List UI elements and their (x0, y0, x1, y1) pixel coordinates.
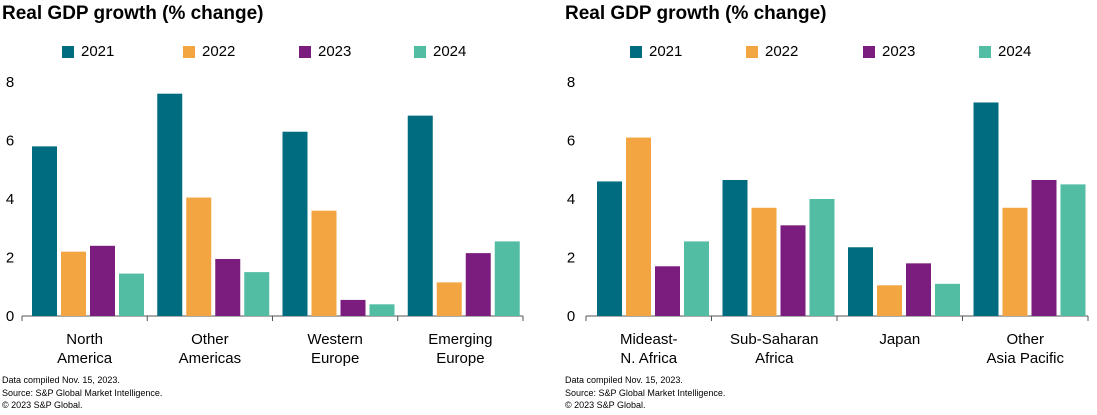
x-category-label: Africa (755, 350, 794, 367)
legend-label: 2021 (649, 43, 683, 60)
legend-item-2021: 2021 (630, 43, 682, 60)
bar-2023 (340, 299, 366, 316)
bar-2024 (244, 272, 270, 316)
legend-item-2023: 2023 (863, 43, 915, 60)
bar-2021 (32, 146, 57, 316)
x-category-label: Japan (879, 331, 920, 348)
legend-swatch (62, 45, 74, 58)
y-tick-label: 2 (567, 250, 575, 267)
bar-2021 (848, 247, 873, 316)
bar-2024 (809, 199, 835, 316)
y-tick-label: 8 (6, 74, 14, 91)
chart-title: Real GDP growth (% change) (2, 3, 264, 24)
legend-label: 2024 (433, 43, 467, 60)
bar-2023 (906, 263, 931, 316)
bar-2023 (780, 225, 806, 316)
legend-label: 2023 (882, 43, 916, 60)
x-category-label: N. Africa (620, 350, 677, 367)
bar-2024 (119, 273, 144, 316)
bar-2022 (436, 282, 462, 316)
bar-2023 (1031, 179, 1057, 316)
bar-2021 (722, 179, 748, 316)
legend-item-2022: 2022 (746, 43, 798, 60)
note-data-compiled: Data compiled Nov. 15, 2023. (565, 375, 683, 385)
chart-panel-left: Real GDP growth (% change) 2021 2022 202… (0, 0, 548, 415)
bar-2022 (877, 285, 902, 316)
x-category-label: Mideast- (620, 331, 678, 348)
bar-2024 (1060, 184, 1086, 316)
bar-2022 (626, 137, 651, 316)
legend-swatch (183, 45, 195, 58)
bar-2021 (282, 131, 308, 316)
chart-title: Real GDP growth (% change) (565, 3, 827, 24)
legend-swatch (414, 45, 426, 58)
note-data-compiled: Data compiled Nov. 15, 2023. (2, 375, 120, 385)
x-category-label: Europe (311, 350, 359, 367)
note-copyright: © 2023 S&P Global. (565, 400, 646, 410)
y-tick-label: 6 (6, 133, 14, 150)
legend-label: 2022 (202, 43, 236, 60)
legend-swatch (746, 45, 758, 58)
note-source: Source: S&P Global Market Intelligence. (565, 387, 726, 398)
legend-swatch (863, 45, 875, 58)
note-source: Source: S&P Global Market Intelligence. (2, 387, 163, 398)
x-category-label: America (57, 350, 113, 367)
bar-chart-plot: 0 2 4 6 8 North America Other Americas Western Eur… (6, 74, 524, 367)
chart-legend: 2021 2022 2023 2024 (62, 43, 482, 61)
legend-label: 2023 (318, 43, 352, 60)
x-category-label: Emerging (428, 331, 492, 348)
bar-2021 (407, 115, 433, 316)
legend-item-2021: 2021 (62, 43, 114, 60)
legend-label: 2022 (765, 43, 799, 60)
bar-2022 (311, 210, 337, 316)
y-tick-label: 4 (567, 191, 575, 208)
chart-legend: 2021 2022 2023 2024 (630, 43, 1050, 61)
bar-2024 (369, 304, 395, 316)
legend-swatch (299, 45, 311, 58)
x-category-label: Sub-Saharan (730, 331, 818, 348)
bar-2022 (1002, 207, 1028, 316)
x-category-label: Other (191, 331, 229, 348)
bar-2022 (61, 251, 86, 316)
legend-swatch (979, 45, 991, 58)
chart-notes: Data compiled Nov. 15, 2023. Source: S&P… (2, 374, 162, 412)
bar-2024 (494, 241, 520, 316)
y-tick-label: 4 (6, 191, 14, 208)
bar-2021 (597, 181, 622, 316)
legend-swatch (630, 45, 642, 58)
bar-2022 (186, 197, 212, 316)
bar-2023 (465, 253, 491, 316)
legend-item-2023: 2023 (299, 43, 351, 60)
x-category-label: Asia Pacific (986, 350, 1064, 367)
legend-label: 2021 (81, 43, 115, 60)
bar-2023 (655, 266, 680, 316)
x-category-label: Europe (436, 350, 484, 367)
legend-item-2024: 2024 (979, 43, 1031, 60)
legend-item-2022: 2022 (183, 43, 235, 60)
y-tick-label: 0 (6, 308, 14, 325)
x-category-label: Americas (179, 350, 242, 367)
bar-2024 (935, 283, 960, 316)
y-tick-label: 2 (6, 250, 14, 267)
bar-2023 (215, 258, 241, 316)
legend-label: 2024 (998, 43, 1032, 60)
bar-2023 (90, 245, 115, 316)
bar-2022 (751, 207, 777, 316)
y-tick-label: 0 (567, 308, 575, 325)
chart-panel-right: Real GDP growth (% change) 2021 2022 202… (548, 0, 1097, 415)
bar-chart-plot: 0 2 4 6 8 Mideast- N. Africa Sub-Saharan Africa J… (567, 74, 1089, 367)
note-copyright: © 2023 S&P Global. (2, 400, 83, 410)
legend-item-2024: 2024 (414, 43, 466, 60)
bar-2021 (157, 93, 183, 316)
y-tick-label: 6 (567, 133, 575, 150)
x-category-label: Western (307, 331, 363, 348)
bar-2024 (684, 241, 709, 316)
x-category-label: North (66, 331, 103, 348)
x-category-label: Other (1006, 331, 1044, 348)
chart-notes: Data compiled Nov. 15, 2023. Source: S&P… (565, 374, 725, 412)
bar-2021 (973, 102, 999, 316)
y-tick-label: 8 (567, 74, 575, 91)
